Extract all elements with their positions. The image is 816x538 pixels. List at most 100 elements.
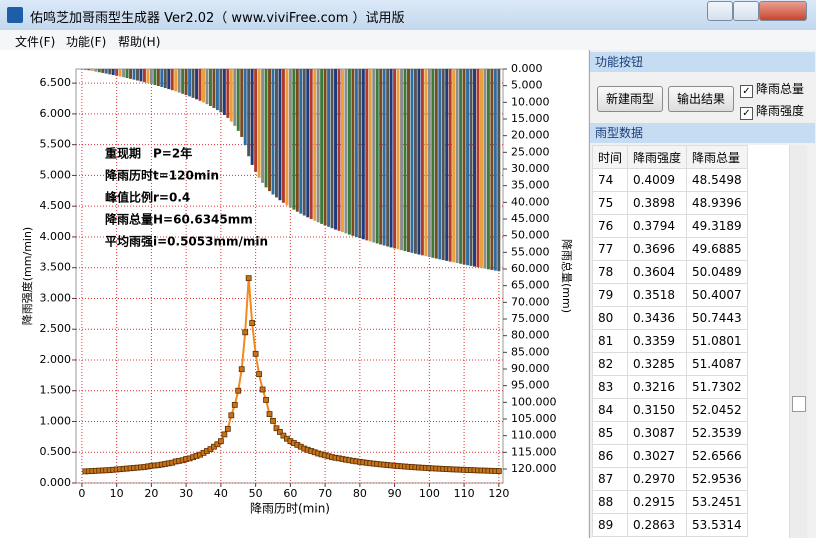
bar (334, 69, 338, 230)
table-cell: 50.4007 (686, 283, 748, 307)
checkbox[interactable]: ✓ 降雨总量 (740, 80, 804, 98)
bar (104, 69, 108, 74)
y-tick-label: 6.500 (40, 76, 72, 89)
bar (479, 69, 483, 268)
bar (229, 69, 233, 122)
y2-tick-label: 115.000 (511, 445, 557, 458)
x-axis-label: 降雨历时(min) (250, 502, 330, 516)
bar (101, 69, 105, 73)
bar (427, 69, 431, 257)
y2-tick-label: 90.000 (511, 362, 550, 375)
y2-axis-label: 降雨总量(mm) (560, 239, 574, 313)
bar (434, 69, 438, 259)
bar (160, 69, 164, 87)
bar (181, 69, 185, 94)
table-cell: 79 (592, 283, 629, 307)
table-cell: 0.3604 (627, 260, 688, 284)
header-row: 时间 降雨强度 降雨总量 (592, 145, 748, 169)
bar (247, 69, 251, 157)
table-cell: 52.3539 (686, 421, 748, 445)
table-cell: 87 (592, 467, 629, 491)
marker (270, 417, 276, 424)
bar (271, 69, 275, 195)
x-tick-label: 10 (110, 487, 124, 500)
bar (445, 69, 449, 261)
x-tick-label: 110 (454, 487, 475, 500)
y2-tick-label: 20.000 (511, 129, 550, 142)
bar (361, 69, 365, 240)
bar (115, 69, 119, 76)
menu-item[interactable]: 功能(F) (66, 35, 107, 49)
column-header: 降雨强度 (627, 145, 688, 169)
bar (327, 69, 331, 227)
marker (231, 401, 238, 408)
minimize-button[interactable] (707, 1, 733, 21)
table-cell: 76 (592, 214, 629, 238)
table-row: 75 0.3898 48.9396 (592, 191, 748, 215)
bar (118, 69, 122, 77)
marker (214, 441, 221, 448)
marker (252, 350, 259, 357)
bar (236, 69, 240, 131)
bar (222, 69, 226, 115)
bar (281, 69, 285, 203)
scrollbar[interactable] (789, 145, 807, 538)
x-tick-label: 20 (144, 487, 158, 500)
bar (226, 69, 230, 118)
bar (354, 69, 358, 238)
checkbox-box[interactable]: ✓ (740, 107, 753, 120)
app-icon (7, 7, 23, 23)
new-button[interactable]: 新建雨型 (597, 86, 663, 112)
marker (217, 438, 224, 445)
bar (448, 69, 452, 262)
bar (132, 69, 136, 80)
bar (142, 69, 146, 83)
menu-item[interactable]: 帮助(H) (118, 35, 161, 49)
bar (288, 69, 292, 208)
bar (424, 69, 428, 257)
maximize-button[interactable] (733, 1, 759, 21)
bar (129, 69, 133, 79)
export-button[interactable]: 输出结果 (668, 86, 734, 112)
bar (396, 69, 400, 250)
table-cell: 0.3436 (627, 306, 688, 330)
y2-tick-label: 25.000 (511, 145, 550, 158)
bar (316, 69, 320, 223)
bar (313, 69, 317, 221)
table-cell: 0.3285 (627, 352, 688, 376)
bar (202, 69, 205, 103)
checkbox[interactable]: ✓ 降雨强度 (740, 102, 804, 120)
bar (87, 69, 91, 71)
menu-item[interactable]: 文件(F) (15, 35, 56, 49)
marker (495, 468, 502, 474)
bar (379, 69, 383, 245)
bar (205, 69, 209, 105)
bar (90, 69, 94, 71)
y-tick-label: 6.000 (40, 107, 72, 120)
table-cell: 52.6566 (686, 444, 748, 468)
bar (413, 69, 417, 254)
table-cell: 0.3696 (627, 237, 688, 261)
table-cell: 85 (592, 421, 629, 445)
bar (483, 69, 487, 269)
bar (264, 69, 268, 188)
bar (441, 69, 445, 261)
table-row: 77 0.3696 49.6885 (592, 237, 748, 261)
bar (407, 69, 410, 252)
table-cell: 0.3087 (627, 421, 688, 445)
table-cell: 80 (592, 306, 629, 330)
data-table: 时间 降雨强度 降雨总量 74 0.4009 48.5498 75 0.3898 48.9396… (592, 145, 748, 537)
bar (170, 69, 174, 91)
table-cell: 77 (592, 237, 629, 261)
x-tick-label: 0 (78, 487, 85, 500)
bar (382, 69, 386, 246)
marker (259, 386, 266, 393)
y-tick-label: 4.500 (40, 199, 72, 212)
close-button[interactable] (759, 1, 807, 21)
bar (195, 69, 199, 100)
y2-tick-label: 120.000 (511, 462, 557, 475)
scroll-thumb[interactable] (792, 396, 806, 412)
marker (224, 425, 231, 432)
checkbox-box[interactable]: ✓ (740, 85, 753, 98)
bar (490, 69, 494, 270)
